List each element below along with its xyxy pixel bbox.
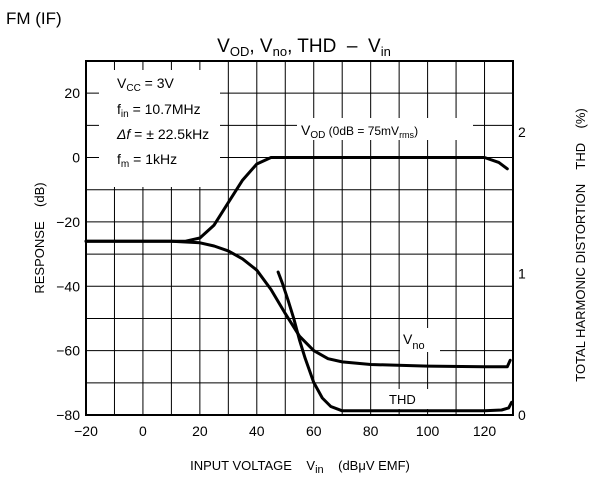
y-left-tick-label: −60 <box>56 343 80 359</box>
y-left-tick-label: −40 <box>56 278 80 294</box>
y-left-tick-labels: 20 0 −20 −40 −60 −80 <box>56 85 80 423</box>
x-tick-label: 40 <box>249 423 265 439</box>
title-in: in <box>381 44 391 59</box>
series-line-thd <box>276 270 514 413</box>
y-left-axis-title: RESPONSE (dB) <box>32 182 47 293</box>
title-no: no <box>273 44 287 59</box>
y-right-tick-label: 1 <box>518 265 526 281</box>
y-right-tick-labels: 2 1 0 <box>518 124 526 423</box>
conditions-box <box>99 70 220 187</box>
condition-fm: fm = 1kHz <box>117 151 177 170</box>
header-label: FM (IF) <box>6 9 62 28</box>
x-tick-label: −20 <box>74 423 98 439</box>
x-tick-label: 60 <box>306 423 322 439</box>
x-tick-label: 0 <box>139 423 147 439</box>
condition-vcc: VCC = 3V <box>117 75 175 94</box>
series-line-vod <box>84 156 509 243</box>
y-right-tick-label: 0 <box>518 407 526 423</box>
plot-frame <box>85 60 514 416</box>
series-label-vno: Vno <box>400 328 440 352</box>
x-axis-title: INPUT VOLTAGE Vin (dBμV EMF) <box>190 458 410 476</box>
y-left-tick-label: 20 <box>64 85 80 101</box>
y-right-tick-label: 2 <box>518 124 526 140</box>
x-tick-label: 20 <box>192 423 208 439</box>
title-v: V <box>217 36 230 57</box>
y-right-axis-title: TOTAL HARMONIC DISTORTION THD (%) <box>573 108 588 382</box>
y-left-tick-label: 0 <box>72 150 80 166</box>
title-vno: , V <box>249 36 273 57</box>
series-label-vod: VOD (0dB = 75mVrms) <box>297 118 473 141</box>
conditions-legend: VCC = 3V fin = 10.7MHz Δf = ± 22.5kHz fm… <box>99 70 220 187</box>
series-line-vno <box>84 239 512 369</box>
chart-title: VOD, Vno, THD – Vin <box>217 36 391 59</box>
title-thd: , THD – V <box>287 36 381 57</box>
svg-text:THD: THD <box>389 392 416 407</box>
condition-fin: fin = 10.7MHz <box>117 101 201 120</box>
svg-text:VOD (0dB = 75mVrms): VOD (0dB = 75mVrms) <box>301 122 418 141</box>
x-tick-label: 100 <box>416 423 440 439</box>
curve-layer <box>84 156 514 413</box>
condition-deltaf: Δf = ± 22.5kHz <box>116 126 209 142</box>
series-label-thd: THD <box>381 389 430 409</box>
x-tick-label: 120 <box>473 423 497 439</box>
title-od: OD <box>230 44 250 59</box>
y-left-tick-label: −80 <box>56 407 80 423</box>
y-left-tick-label: −20 <box>56 214 80 230</box>
x-tick-label: 80 <box>363 423 379 439</box>
svg-text:Vno: Vno <box>403 331 425 352</box>
x-tick-labels: −20 0 20 40 60 80 100 120 <box>74 423 496 439</box>
